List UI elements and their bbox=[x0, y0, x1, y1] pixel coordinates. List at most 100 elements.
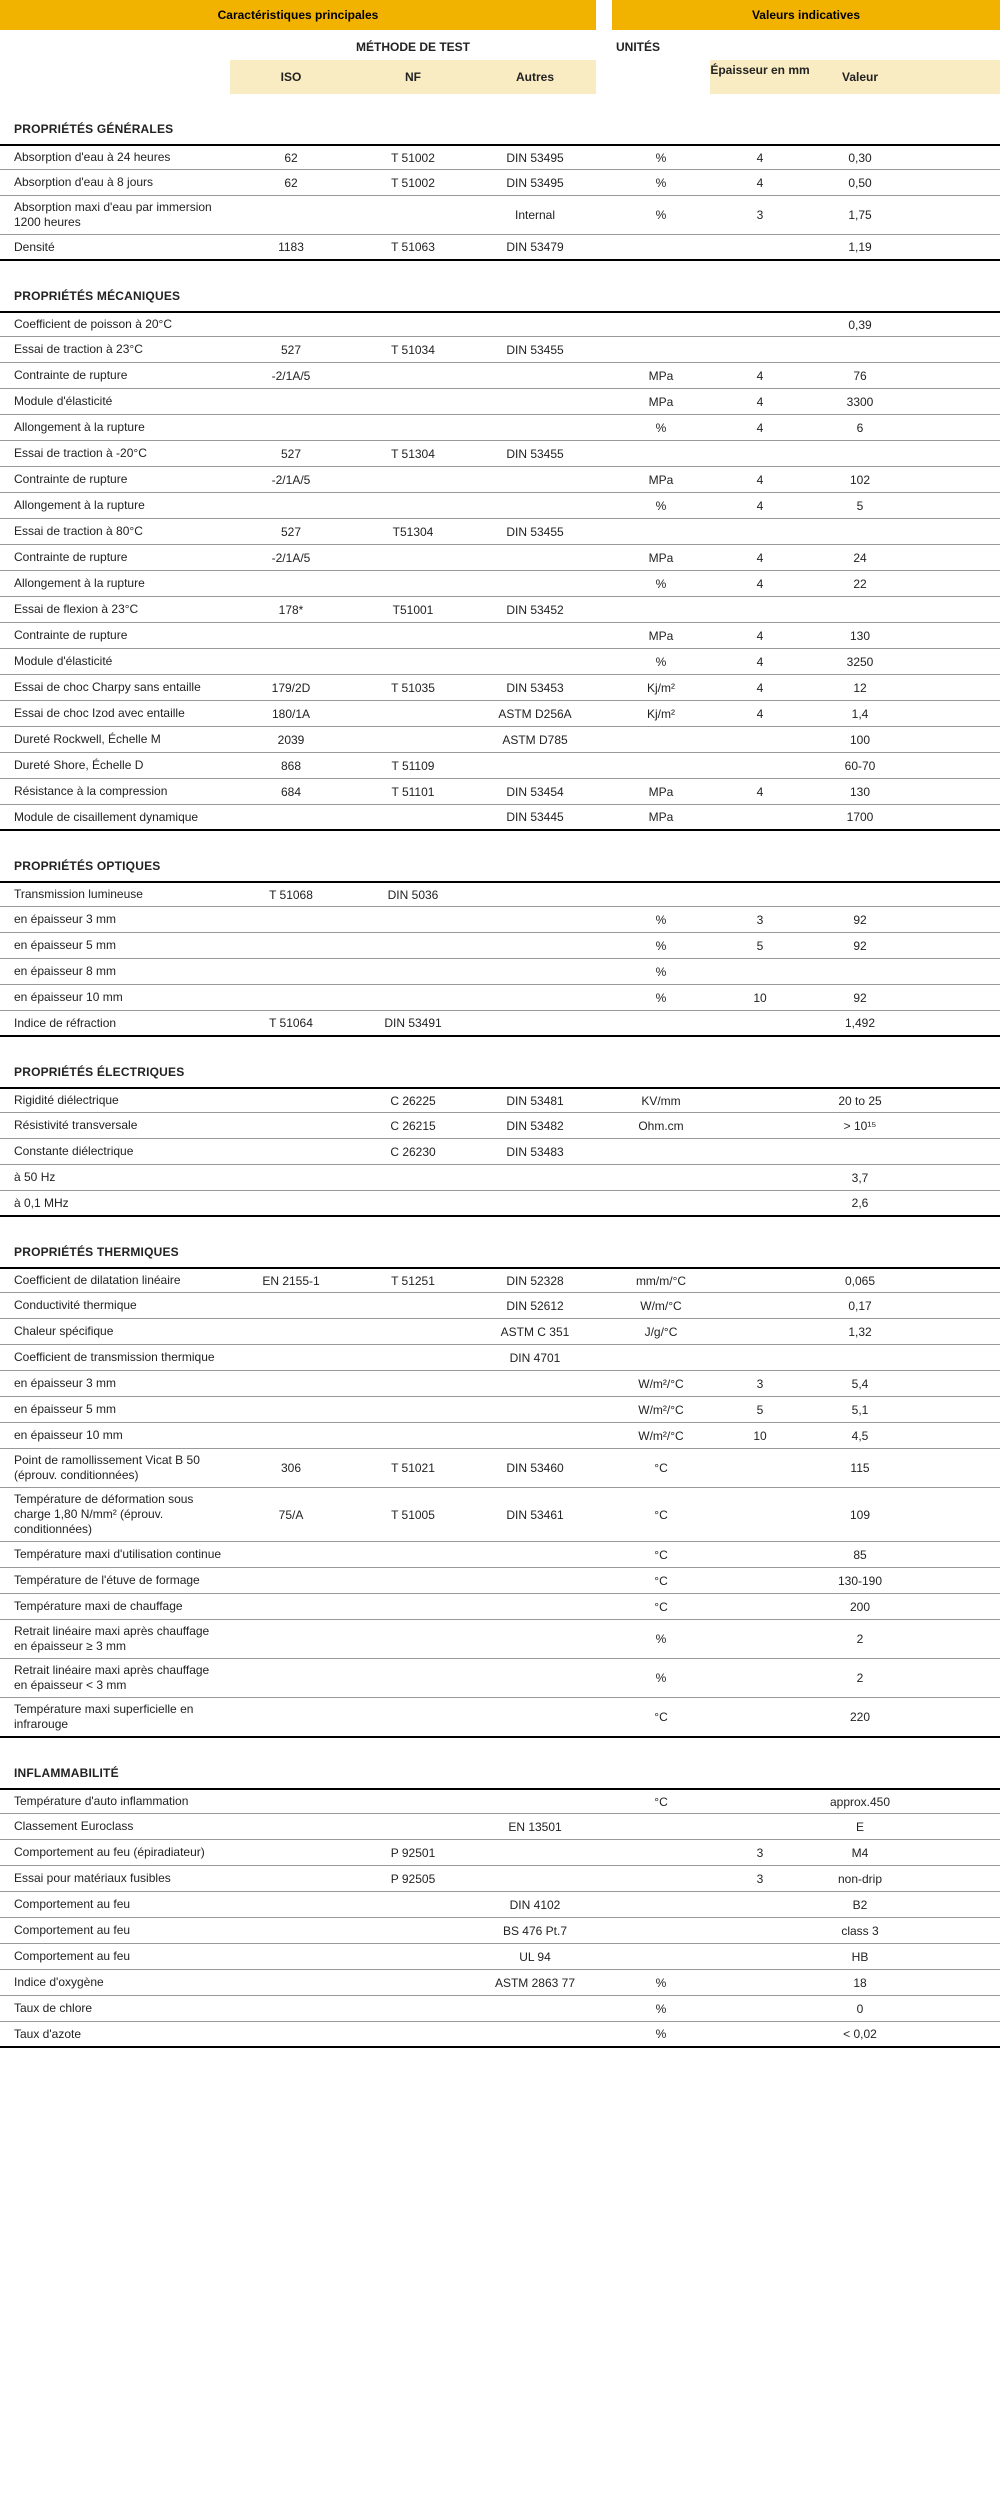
section-rows: Rigidité diélectriqueC 26225DIN 53481KV/… bbox=[0, 1087, 1000, 1217]
header-gap bbox=[596, 0, 612, 30]
cell-unit bbox=[612, 1199, 710, 1207]
property-label: Comportement au feu (épiradiateur) bbox=[0, 1841, 230, 1864]
cell-nf: T 51002 bbox=[352, 147, 474, 169]
cell-iso: EN 2155-1 bbox=[230, 1270, 352, 1292]
cell-other bbox=[474, 424, 596, 432]
cell-unit: MPa bbox=[612, 469, 710, 491]
table-row: Température d'auto inflammation°Capprox.… bbox=[0, 1788, 1000, 1814]
cell-iso bbox=[230, 1901, 352, 1909]
property-label: en épaisseur 10 mm bbox=[0, 986, 230, 1009]
cell-val: 22 bbox=[810, 573, 910, 595]
property-label: Allongement à la rupture bbox=[0, 494, 230, 517]
cell-nf bbox=[352, 2005, 474, 2013]
cell-val: 24 bbox=[810, 547, 910, 569]
cell-other bbox=[474, 2030, 596, 2038]
cell-val: 1700 bbox=[810, 806, 910, 828]
table-row: Contrainte de ruptureMPa4130 bbox=[0, 623, 1000, 649]
property-label: en épaisseur 3 mm bbox=[0, 908, 230, 931]
cell-ep bbox=[710, 1927, 810, 1935]
cell-unit: °C bbox=[612, 1504, 710, 1526]
property-label: Module d'élasticité bbox=[0, 650, 230, 673]
cell-nf bbox=[352, 736, 474, 744]
cell-unit: % bbox=[612, 961, 710, 983]
cell-unit bbox=[612, 606, 710, 614]
property-label: Température maxi d'utilisation continue bbox=[0, 1543, 230, 1566]
property-label: Température de l'étuve de formage bbox=[0, 1569, 230, 1592]
table-row: Allongement à la rupture%46 bbox=[0, 415, 1000, 441]
cell-nf: T51304 bbox=[352, 521, 474, 543]
cell-unit bbox=[612, 1823, 710, 1831]
table-row: Température de l'étuve de formage°C130-1… bbox=[0, 1568, 1000, 1594]
cell-nf bbox=[352, 1551, 474, 1559]
col-other: Autres bbox=[474, 60, 596, 94]
cell-iso bbox=[230, 1927, 352, 1935]
table-row: Absorption d'eau à 24 heures62T 51002DIN… bbox=[0, 144, 1000, 170]
cell-val: 6 bbox=[810, 417, 910, 439]
cell-unit: % bbox=[612, 573, 710, 595]
cell-other: DIN 53453 bbox=[474, 677, 596, 699]
cell-nf: T 51002 bbox=[352, 172, 474, 194]
cell-nf bbox=[352, 1199, 474, 1207]
cell-iso bbox=[230, 1199, 352, 1207]
cell-nf: DIN 53491 bbox=[352, 1012, 474, 1034]
cell-nf bbox=[352, 1713, 474, 1721]
table-row: Température de déformation sous charge 1… bbox=[0, 1488, 1000, 1542]
cell-ep: 5 bbox=[710, 1399, 810, 1421]
cell-nf bbox=[352, 502, 474, 510]
table-row: Conductivité thermiqueDIN 52612W/m/°C0,1… bbox=[0, 1293, 1000, 1319]
cell-other bbox=[474, 1849, 596, 1857]
cell-val: 102 bbox=[810, 469, 910, 491]
cell-val: B2 bbox=[810, 1894, 910, 1916]
cell-nf bbox=[352, 1174, 474, 1182]
cell-val: 3250 bbox=[810, 651, 910, 673]
cell-other bbox=[474, 2005, 596, 2013]
cell-val: 0,065 bbox=[810, 1270, 910, 1292]
property-label: Essai de traction à 23°C bbox=[0, 338, 230, 361]
cell-val: 115 bbox=[810, 1457, 910, 1479]
table-row: à 50 Hz3,7 bbox=[0, 1165, 1000, 1191]
property-label: Dureté Shore, Échelle D bbox=[0, 754, 230, 777]
table-row: Essai de choc Charpy sans entaille179/2D… bbox=[0, 675, 1000, 701]
property-label: Transmission lumineuse bbox=[0, 883, 230, 906]
cell-ep: 3 bbox=[710, 1373, 810, 1395]
cell-iso bbox=[230, 1380, 352, 1388]
cell-nf bbox=[352, 321, 474, 329]
cell-ep bbox=[710, 243, 810, 251]
property-label: Dureté Rockwell, Échelle M bbox=[0, 728, 230, 751]
cell-val: E bbox=[810, 1816, 910, 1838]
sections-root: PROPRIÉTÉS GÉNÉRALESAbsorption d'eau à 2… bbox=[0, 94, 1000, 2048]
cell-other bbox=[474, 1551, 596, 1559]
cell-unit: % bbox=[612, 1628, 710, 1650]
cell-other: DIN 53482 bbox=[474, 1115, 596, 1137]
cell-nf bbox=[352, 372, 474, 380]
cell-ep: 4 bbox=[710, 147, 810, 169]
cell-val: 5 bbox=[810, 495, 910, 517]
table-row: Taux d'azote%< 0,02 bbox=[0, 2022, 1000, 2048]
table-row: Coefficient de poisson à 20°C0,39 bbox=[0, 311, 1000, 337]
cell-unit: % bbox=[612, 987, 710, 1009]
cell-val: 3,7 bbox=[810, 1167, 910, 1189]
cell-ep bbox=[710, 2005, 810, 2013]
property-label: en épaisseur 3 mm bbox=[0, 1372, 230, 1395]
property-label: Classement Euroclass bbox=[0, 1815, 230, 1838]
cell-other bbox=[474, 658, 596, 666]
cell-nf bbox=[352, 398, 474, 406]
cell-nf bbox=[352, 1354, 474, 1362]
cell-nf bbox=[352, 1674, 474, 1682]
cell-unit bbox=[612, 450, 710, 458]
cell-ep bbox=[710, 1551, 810, 1559]
property-label: Coefficient de transmission thermique bbox=[0, 1346, 230, 1369]
cell-val: 60-70 bbox=[810, 755, 910, 777]
cell-nf: T 51005 bbox=[352, 1504, 474, 1526]
cell-ep bbox=[710, 450, 810, 458]
table-row: Contrainte de rupture-2/1A/5MPa4102 bbox=[0, 467, 1000, 493]
spacer bbox=[0, 52, 230, 60]
cell-ep bbox=[710, 1174, 810, 1182]
cell-iso bbox=[230, 916, 352, 924]
cell-iso: 1183 bbox=[230, 236, 352, 258]
cell-iso: 868 bbox=[230, 755, 352, 777]
cell-iso bbox=[230, 424, 352, 432]
cell-val bbox=[810, 1354, 910, 1362]
cell-ep bbox=[710, 891, 810, 899]
cell-val: 92 bbox=[810, 987, 910, 1009]
